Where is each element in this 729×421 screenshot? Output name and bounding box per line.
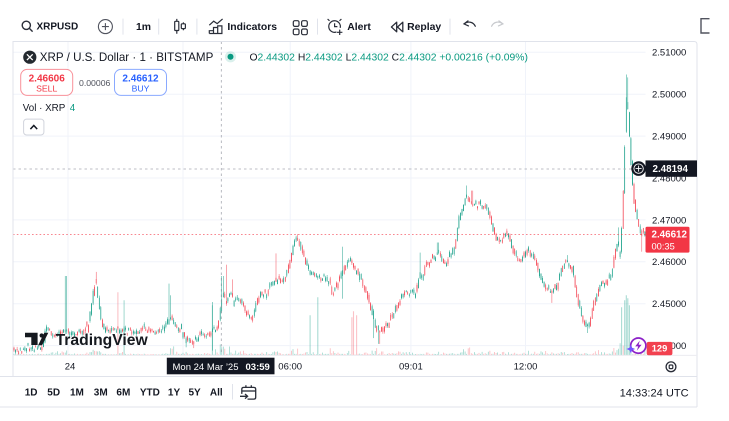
- svg-text:6M: 6M: [116, 387, 130, 398]
- svg-text:2.46612: 2.46612: [652, 230, 688, 241]
- svg-text:09:01: 09:01: [399, 362, 423, 373]
- svg-text:03:59: 03:59: [246, 362, 270, 373]
- svg-text:All: All: [210, 387, 223, 398]
- svg-text:5D: 5D: [47, 387, 60, 398]
- svg-text:2.48194: 2.48194: [653, 164, 689, 175]
- svg-text:2.46000: 2.46000: [652, 257, 686, 268]
- svg-text:Vol · XRP: Vol · XRP: [23, 103, 66, 114]
- svg-text:XRPUSD: XRPUSD: [37, 22, 79, 33]
- svg-text:1D: 1D: [25, 387, 38, 398]
- svg-text:O2.44302 H2.44302 L2.44302 C2.: O2.44302 H2.44302 L2.44302 C2.44302 +0.0…: [250, 52, 528, 63]
- svg-text:2.47000: 2.47000: [652, 215, 686, 226]
- svg-text:12:00: 12:00: [514, 362, 538, 373]
- svg-text:2.46612: 2.46612: [122, 73, 159, 84]
- svg-text:XRP / U.S. Dollar · 1 · BITSTA: XRP / U.S. Dollar · 1 · BITSTAMP: [40, 51, 214, 64]
- svg-text:129: 129: [652, 344, 668, 354]
- svg-text:2.51000: 2.51000: [652, 48, 686, 59]
- svg-text:14:33:24 UTC: 14:33:24 UTC: [620, 388, 689, 400]
- svg-text:SELL: SELL: [36, 84, 57, 94]
- svg-text:24: 24: [65, 362, 76, 373]
- svg-text:Alert: Alert: [347, 22, 371, 33]
- svg-text:5Y: 5Y: [189, 387, 202, 398]
- svg-text:0.00006: 0.00006: [79, 78, 111, 88]
- svg-text:1Y: 1Y: [168, 387, 181, 398]
- svg-text:3M: 3M: [94, 387, 108, 398]
- svg-text:2.48000: 2.48000: [652, 173, 686, 184]
- svg-text:2.45000: 2.45000: [652, 299, 686, 310]
- svg-text:4: 4: [70, 103, 76, 114]
- svg-text:2.49000: 2.49000: [652, 132, 686, 143]
- svg-text:00:35: 00:35: [652, 241, 675, 251]
- svg-text:1m: 1m: [136, 22, 151, 33]
- svg-text:06:00: 06:00: [278, 362, 302, 373]
- svg-text:YTD: YTD: [140, 387, 160, 398]
- svg-text:Indicators: Indicators: [227, 22, 277, 33]
- svg-text:2.46606: 2.46606: [29, 73, 66, 84]
- svg-text:Replay: Replay: [407, 22, 441, 33]
- svg-text:1M: 1M: [70, 387, 84, 398]
- svg-text:Mon 24 Mar ’25: Mon 24 Mar ’25: [173, 362, 239, 373]
- svg-text:2.50000: 2.50000: [652, 90, 686, 101]
- svg-text:TradingView: TradingView: [56, 332, 149, 349]
- svg-text:BUY: BUY: [132, 84, 150, 94]
